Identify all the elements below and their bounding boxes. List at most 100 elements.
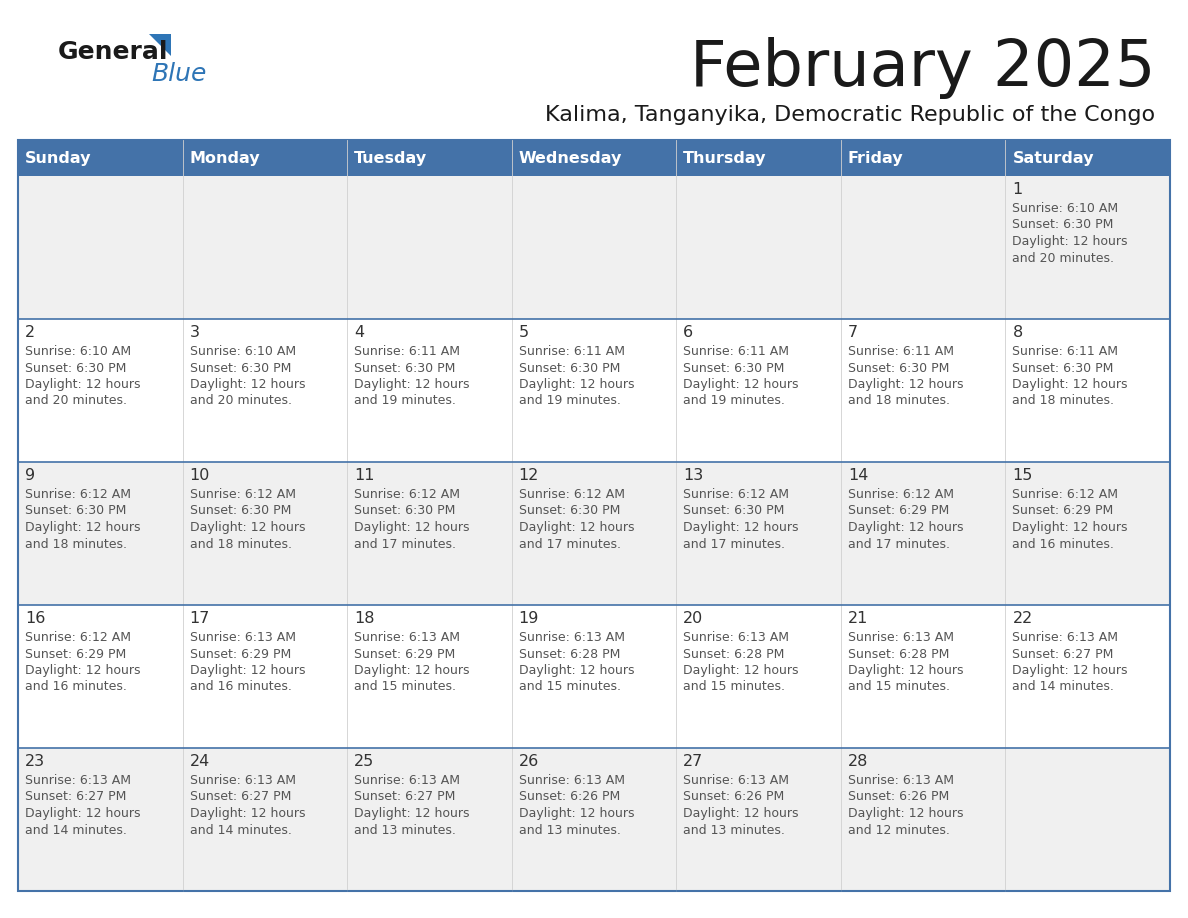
Text: and 15 minutes.: and 15 minutes. — [683, 680, 785, 693]
Text: Daylight: 12 hours: Daylight: 12 hours — [1012, 664, 1127, 677]
Text: Daylight: 12 hours: Daylight: 12 hours — [354, 378, 469, 391]
Text: 6: 6 — [683, 325, 694, 340]
Text: and 17 minutes.: and 17 minutes. — [848, 538, 950, 551]
Text: Sunrise: 6:11 AM: Sunrise: 6:11 AM — [354, 345, 460, 358]
Text: Sunset: 6:30 PM: Sunset: 6:30 PM — [1012, 362, 1114, 375]
Text: 26: 26 — [519, 754, 539, 769]
Text: Sunset: 6:29 PM: Sunset: 6:29 PM — [848, 505, 949, 518]
Text: 1: 1 — [1012, 182, 1023, 197]
Text: and 13 minutes.: and 13 minutes. — [683, 823, 785, 836]
Text: Daylight: 12 hours: Daylight: 12 hours — [1012, 378, 1127, 391]
Text: Sunrise: 6:10 AM: Sunrise: 6:10 AM — [190, 345, 296, 358]
Bar — [18, 319, 1170, 462]
Text: Sunrise: 6:13 AM: Sunrise: 6:13 AM — [683, 631, 789, 644]
Text: 4: 4 — [354, 325, 365, 340]
Text: Blue: Blue — [151, 62, 207, 86]
Text: 20: 20 — [683, 611, 703, 626]
Text: Sunrise: 6:13 AM: Sunrise: 6:13 AM — [848, 631, 954, 644]
Text: 7: 7 — [848, 325, 858, 340]
Text: 19: 19 — [519, 611, 539, 626]
Text: 17: 17 — [190, 611, 210, 626]
Bar — [18, 748, 1170, 891]
Text: Sunset: 6:30 PM: Sunset: 6:30 PM — [25, 362, 126, 375]
Text: Sunrise: 6:12 AM: Sunrise: 6:12 AM — [354, 488, 460, 501]
Text: 14: 14 — [848, 468, 868, 483]
Bar — [18, 140, 1170, 891]
Text: and 18 minutes.: and 18 minutes. — [190, 538, 291, 551]
Text: Sunrise: 6:13 AM: Sunrise: 6:13 AM — [848, 774, 954, 787]
Text: Sunset: 6:30 PM: Sunset: 6:30 PM — [354, 362, 455, 375]
Text: Sunrise: 6:13 AM: Sunrise: 6:13 AM — [25, 774, 131, 787]
Text: Daylight: 12 hours: Daylight: 12 hours — [519, 807, 634, 820]
Text: Sunrise: 6:11 AM: Sunrise: 6:11 AM — [848, 345, 954, 358]
Text: and 17 minutes.: and 17 minutes. — [683, 538, 785, 551]
Text: 5: 5 — [519, 325, 529, 340]
Text: Sunset: 6:27 PM: Sunset: 6:27 PM — [25, 790, 126, 803]
Bar — [18, 462, 1170, 605]
Text: and 19 minutes.: and 19 minutes. — [519, 395, 620, 408]
Text: Sunset: 6:27 PM: Sunset: 6:27 PM — [354, 790, 455, 803]
Text: Sunrise: 6:10 AM: Sunrise: 6:10 AM — [1012, 202, 1119, 215]
Text: and 12 minutes.: and 12 minutes. — [848, 823, 949, 836]
Text: 8: 8 — [1012, 325, 1023, 340]
Text: Sunset: 6:30 PM: Sunset: 6:30 PM — [683, 505, 784, 518]
Text: and 16 minutes.: and 16 minutes. — [1012, 538, 1114, 551]
Text: and 14 minutes.: and 14 minutes. — [190, 823, 291, 836]
Text: Daylight: 12 hours: Daylight: 12 hours — [683, 521, 798, 534]
Text: Sunrise: 6:11 AM: Sunrise: 6:11 AM — [1012, 345, 1118, 358]
Text: Daylight: 12 hours: Daylight: 12 hours — [519, 378, 634, 391]
Text: and 18 minutes.: and 18 minutes. — [1012, 395, 1114, 408]
Text: 13: 13 — [683, 468, 703, 483]
Text: and 13 minutes.: and 13 minutes. — [519, 823, 620, 836]
Text: Sunset: 6:30 PM: Sunset: 6:30 PM — [519, 362, 620, 375]
Text: Saturday: Saturday — [1012, 151, 1094, 166]
Text: Sunrise: 6:11 AM: Sunrise: 6:11 AM — [519, 345, 625, 358]
Text: Daylight: 12 hours: Daylight: 12 hours — [190, 378, 305, 391]
Text: 15: 15 — [1012, 468, 1032, 483]
Text: Daylight: 12 hours: Daylight: 12 hours — [25, 664, 140, 677]
Text: Daylight: 12 hours: Daylight: 12 hours — [25, 807, 140, 820]
Text: and 18 minutes.: and 18 minutes. — [25, 538, 127, 551]
Bar — [512, 140, 676, 176]
Text: Daylight: 12 hours: Daylight: 12 hours — [354, 521, 469, 534]
Text: Daylight: 12 hours: Daylight: 12 hours — [848, 378, 963, 391]
Text: General: General — [58, 40, 169, 64]
Text: Sunset: 6:29 PM: Sunset: 6:29 PM — [354, 647, 455, 660]
Text: and 19 minutes.: and 19 minutes. — [683, 395, 785, 408]
Text: Sunrise: 6:13 AM: Sunrise: 6:13 AM — [354, 774, 460, 787]
Text: Sunset: 6:28 PM: Sunset: 6:28 PM — [848, 647, 949, 660]
Bar — [841, 140, 1005, 176]
Text: Kalima, Tanganyika, Democratic Republic of the Congo: Kalima, Tanganyika, Democratic Republic … — [545, 105, 1155, 125]
Text: and 19 minutes.: and 19 minutes. — [354, 395, 456, 408]
Text: Friday: Friday — [848, 151, 904, 166]
Text: and 15 minutes.: and 15 minutes. — [354, 680, 456, 693]
Text: and 13 minutes.: and 13 minutes. — [354, 823, 456, 836]
Text: Sunset: 6:30 PM: Sunset: 6:30 PM — [848, 362, 949, 375]
Text: Daylight: 12 hours: Daylight: 12 hours — [25, 521, 140, 534]
Text: 28: 28 — [848, 754, 868, 769]
Text: Sunset: 6:26 PM: Sunset: 6:26 PM — [683, 790, 784, 803]
Text: Sunrise: 6:13 AM: Sunrise: 6:13 AM — [190, 631, 296, 644]
Text: and 16 minutes.: and 16 minutes. — [25, 680, 127, 693]
Text: 27: 27 — [683, 754, 703, 769]
Text: Daylight: 12 hours: Daylight: 12 hours — [1012, 235, 1127, 248]
Text: Daylight: 12 hours: Daylight: 12 hours — [848, 521, 963, 534]
Text: Daylight: 12 hours: Daylight: 12 hours — [848, 664, 963, 677]
Text: Sunrise: 6:13 AM: Sunrise: 6:13 AM — [190, 774, 296, 787]
Text: Daylight: 12 hours: Daylight: 12 hours — [354, 664, 469, 677]
Text: Sunrise: 6:12 AM: Sunrise: 6:12 AM — [519, 488, 625, 501]
Text: 2: 2 — [25, 325, 36, 340]
Text: 23: 23 — [25, 754, 45, 769]
Text: Daylight: 12 hours: Daylight: 12 hours — [519, 664, 634, 677]
Text: and 20 minutes.: and 20 minutes. — [1012, 252, 1114, 264]
Text: Sunrise: 6:12 AM: Sunrise: 6:12 AM — [683, 488, 789, 501]
Text: Sunset: 6:30 PM: Sunset: 6:30 PM — [683, 362, 784, 375]
Text: Sunset: 6:30 PM: Sunset: 6:30 PM — [25, 505, 126, 518]
Text: Sunset: 6:30 PM: Sunset: 6:30 PM — [519, 505, 620, 518]
Bar — [18, 176, 1170, 319]
Text: 24: 24 — [190, 754, 210, 769]
Text: 3: 3 — [190, 325, 200, 340]
Text: and 14 minutes.: and 14 minutes. — [25, 823, 127, 836]
Text: and 20 minutes.: and 20 minutes. — [190, 395, 291, 408]
Text: Sunset: 6:29 PM: Sunset: 6:29 PM — [1012, 505, 1113, 518]
